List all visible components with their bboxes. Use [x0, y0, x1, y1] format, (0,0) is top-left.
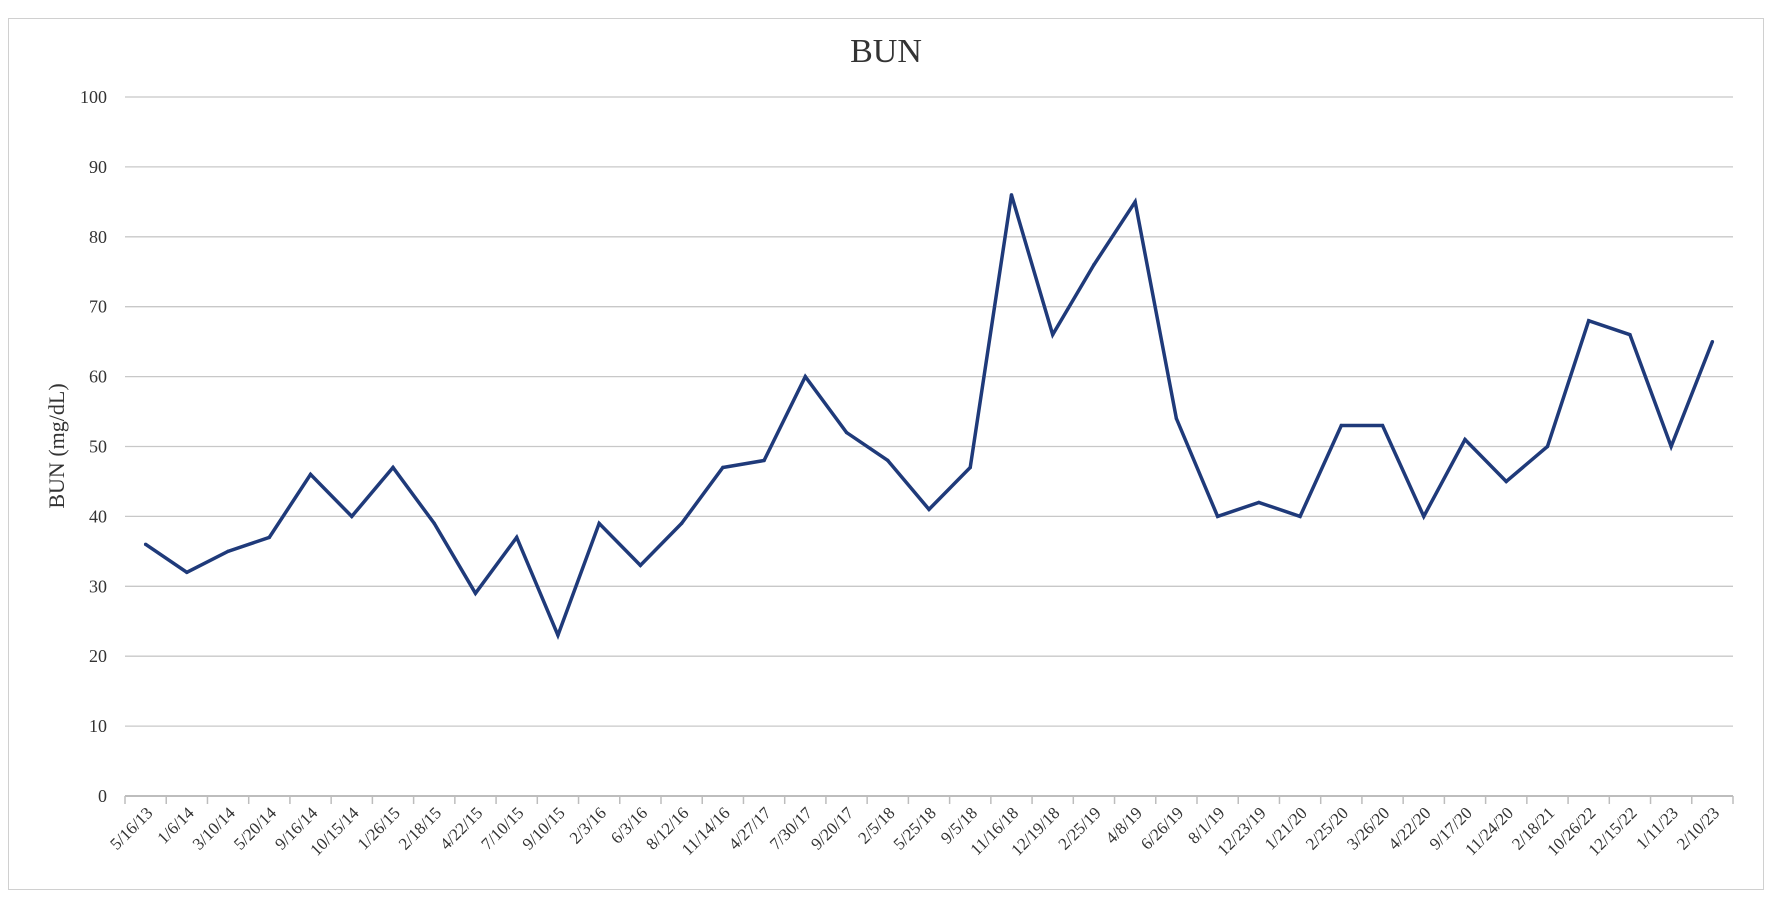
data-point — [1092, 263, 1096, 267]
data-point — [1050, 332, 1055, 337]
y-tick-label: 70 — [89, 297, 107, 317]
data-point — [844, 430, 849, 435]
y-tick-label: 100 — [80, 87, 107, 107]
data-point — [968, 465, 972, 470]
data-point — [886, 458, 890, 463]
x-tick-label: 5/16/13 — [106, 803, 156, 853]
data-point — [1504, 479, 1508, 484]
y-tick-label: 60 — [89, 367, 107, 387]
chart-frame — [8, 18, 1764, 890]
data-point — [803, 374, 808, 379]
x-tick-label: 6/26/19 — [1137, 803, 1187, 853]
data-point — [1133, 200, 1137, 204]
x-tick-label: 9/10/15 — [519, 803, 569, 853]
data-point — [1380, 423, 1385, 428]
series-line — [144, 194, 1715, 640]
x-tick-label: 7/30/17 — [766, 803, 817, 854]
y-tick-label: 40 — [89, 506, 107, 526]
x-tick-label: 1/21/20 — [1261, 803, 1311, 853]
x-tick-label: 2/10/23 — [1673, 803, 1723, 853]
x-tick-label: 3/26/20 — [1343, 803, 1393, 853]
x-tick-label: 4/22/15 — [436, 803, 486, 853]
data-point — [1422, 514, 1426, 519]
data-point — [514, 535, 519, 540]
data-point — [597, 521, 601, 526]
data-point — [473, 591, 478, 595]
data-point — [927, 507, 931, 512]
y-tick-label: 10 — [89, 716, 107, 736]
y-tick-label: 30 — [89, 576, 107, 596]
data-point — [762, 458, 766, 463]
x-tick-label: 5/25/18 — [890, 803, 940, 853]
data-point — [226, 549, 230, 554]
x-tick-label: 2/3/16 — [566, 803, 610, 847]
y-tick-label: 80 — [89, 227, 107, 247]
y-tick-label: 20 — [89, 646, 107, 666]
x-tick-label: 1/26/15 — [354, 803, 404, 853]
data-point — [185, 570, 189, 575]
x-tick-label: 4/27/17 — [725, 803, 776, 854]
data-point — [1586, 318, 1591, 323]
y-tick-label: 0 — [98, 786, 107, 806]
data-point — [1628, 332, 1632, 337]
chart-title: BUN — [850, 33, 922, 70]
data-point — [1463, 437, 1467, 442]
data-point — [721, 465, 725, 470]
data-point — [1257, 500, 1261, 505]
x-tick-label: 3/10/14 — [189, 803, 240, 854]
data-point — [638, 563, 643, 568]
y-axis-label: BUN (mg/dL) — [44, 383, 69, 508]
x-tick-label: 4/22/20 — [1384, 803, 1434, 853]
data-point — [556, 633, 560, 637]
data-point — [267, 535, 272, 540]
data-point — [350, 514, 354, 519]
data-point — [679, 521, 684, 526]
data-point — [308, 472, 313, 477]
data-point — [432, 521, 436, 526]
data-point — [1009, 193, 1014, 197]
x-tick-label: 5/20/14 — [230, 803, 281, 854]
x-tick-label: 9/20/17 — [807, 803, 858, 854]
x-tick-label: 7/10/15 — [477, 803, 527, 853]
data-point — [1669, 444, 1673, 449]
x-tick-label: 2/25/20 — [1302, 803, 1352, 853]
data-point — [1339, 423, 1344, 428]
data-point — [1298, 514, 1302, 519]
x-tick-label: 2/18/15 — [395, 803, 445, 853]
data-point — [1710, 339, 1715, 344]
x-tick-label: 2/25/19 — [1055, 803, 1105, 853]
data-point — [1174, 416, 1179, 421]
data-point — [391, 465, 395, 470]
data-point — [1545, 444, 1550, 449]
y-tick-label: 50 — [89, 437, 107, 457]
y-tick-label: 90 — [89, 157, 107, 177]
data-point — [143, 542, 148, 547]
x-tick-label: 1/11/23 — [1632, 803, 1682, 853]
data-point — [1215, 514, 1220, 519]
